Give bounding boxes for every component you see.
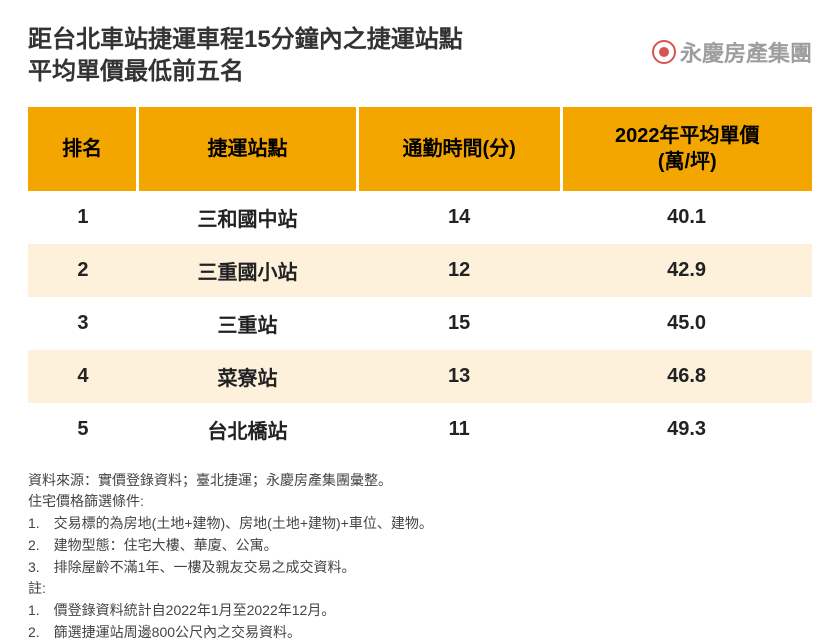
table-row: 3 三重站 15 45.0 <box>28 297 812 350</box>
col-header-station: 捷運站點 <box>138 107 358 191</box>
cell-price: 45.0 <box>561 297 812 350</box>
table-row: 4 菜寮站 13 46.8 <box>28 350 812 403</box>
cell-commute: 14 <box>357 191 561 244</box>
footer-source: 資料來源：實價登錄資料；臺北捷運；永慶房產集團彙整。 <box>28 470 812 492</box>
footer-filter-3: 3. 排除屋齡不滿1年、一樓及親友交易之成交資料。 <box>28 557 812 579</box>
cell-rank: 4 <box>28 350 138 403</box>
footer-note-1: 1. 價登錄資料統計自2022年1月至2022年12月。 <box>28 600 812 622</box>
brand-logo-icon <box>652 40 676 64</box>
table-header: 排名 捷運站點 通勤時間(分) 2022年平均單價 (萬/坪) <box>28 107 812 191</box>
cell-rank: 3 <box>28 297 138 350</box>
footer-note-2: 2. 篩選捷運站周邊800公尺內之交易資料。 <box>28 622 812 643</box>
station-table: 排名 捷運站點 通勤時間(分) 2022年平均單價 (萬/坪) 1 三和國中站 … <box>28 107 812 456</box>
cell-commute: 12 <box>357 244 561 297</box>
header: 距台北車站捷運車程15分鐘內之捷運站點 平均單價最低前五名 永慶房產集團 <box>28 24 812 89</box>
cell-station: 三重國小站 <box>138 244 358 297</box>
cell-station: 菜寮站 <box>138 350 358 403</box>
cell-price: 42.9 <box>561 244 812 297</box>
cell-commute: 11 <box>357 403 561 456</box>
cell-price: 46.8 <box>561 350 812 403</box>
title-block: 距台北車站捷運車程15分鐘內之捷運站點 平均單價最低前五名 <box>28 24 463 89</box>
footer-notes: 資料來源：實價登錄資料；臺北捷運；永慶房產集團彙整。 住宅價格篩選條件: 1. … <box>28 470 812 643</box>
cell-rank: 5 <box>28 403 138 456</box>
col-header-price-line2: (萬/坪) <box>658 151 717 173</box>
col-header-price-line1: 2022年平均單價 <box>615 125 760 147</box>
cell-station: 台北橋站 <box>138 403 358 456</box>
brand-text: 永慶房產集團 <box>680 36 812 68</box>
cell-rank: 2 <box>28 244 138 297</box>
cell-price: 49.3 <box>561 403 812 456</box>
footer-filter-title: 住宅價格篩選條件: <box>28 491 812 513</box>
col-header-price: 2022年平均單價 (萬/坪) <box>561 107 812 191</box>
title-line-2: 平均單價最低前五名 <box>28 56 463 88</box>
cell-station: 三和國中站 <box>138 191 358 244</box>
cell-price: 40.1 <box>561 191 812 244</box>
cell-station: 三重站 <box>138 297 358 350</box>
cell-rank: 1 <box>28 191 138 244</box>
title-line-1: 距台北車站捷運車程15分鐘內之捷運站點 <box>28 24 463 56</box>
col-header-rank: 排名 <box>28 107 138 191</box>
table-row: 2 三重國小站 12 42.9 <box>28 244 812 297</box>
cell-commute: 13 <box>357 350 561 403</box>
brand: 永慶房產集團 <box>652 36 812 68</box>
footer-filter-1: 1. 交易標的為房地(土地+建物)、房地(土地+建物)+車位、建物。 <box>28 513 812 535</box>
footer-filter-2: 2. 建物型態：住宅大樓、華廈、公寓。 <box>28 535 812 557</box>
col-header-commute: 通勤時間(分) <box>357 107 561 191</box>
table-body: 1 三和國中站 14 40.1 2 三重國小站 12 42.9 3 三重站 15… <box>28 191 812 456</box>
footer-note-title: 註: <box>28 578 812 600</box>
cell-commute: 15 <box>357 297 561 350</box>
table-row: 5 台北橋站 11 49.3 <box>28 403 812 456</box>
table-row: 1 三和國中站 14 40.1 <box>28 191 812 244</box>
